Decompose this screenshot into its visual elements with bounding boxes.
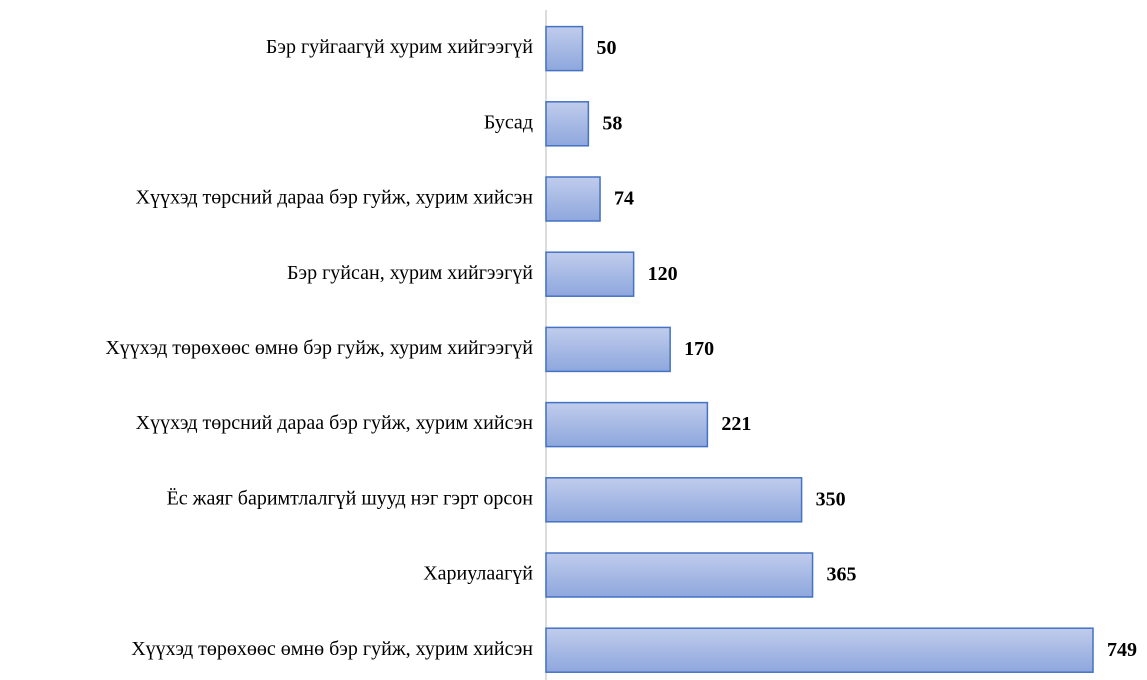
data-label: 749 bbox=[1107, 639, 1137, 661]
data-label: 365 bbox=[827, 564, 857, 586]
bar bbox=[545, 326, 671, 373]
category-label: Бусад bbox=[484, 111, 533, 133]
data-label: 170 bbox=[684, 338, 714, 360]
category-label: Бэр гуйгаагүй хурим хийгээгүй bbox=[266, 36, 533, 58]
bar bbox=[545, 401, 709, 448]
data-label: 74 bbox=[614, 188, 634, 210]
data-label: 58 bbox=[602, 112, 622, 134]
data-label: 50 bbox=[597, 37, 617, 59]
bar bbox=[545, 251, 635, 297]
category-label: Хариулаагүй bbox=[423, 563, 533, 585]
category-label: Хүүхэд төрөхөөс өмнө бэр гуйж, хурим хий… bbox=[105, 337, 533, 359]
data-label: 120 bbox=[648, 263, 678, 285]
bar bbox=[545, 176, 601, 222]
category-label: Ёс жаяг баримтлалгүй шууд нэг гэрт орсон bbox=[167, 486, 534, 509]
bar bbox=[545, 552, 814, 598]
bar bbox=[545, 477, 803, 523]
category-label: Хүүхэд төрсний дараа бэр гуйж, хурим хий… bbox=[136, 187, 534, 209]
bar bbox=[545, 101, 590, 147]
data-label: 350 bbox=[816, 488, 846, 510]
data-label: 221 bbox=[721, 413, 751, 435]
category-label: Хүүхэд төрөхөөс өмнө бэр гуйж, хурим хий… bbox=[131, 638, 533, 660]
bar bbox=[545, 627, 1094, 673]
category-label: Бэр гуйсан, хурим хийгээгүй bbox=[287, 262, 533, 284]
category-label: Хүүхэд төрсний дараа бэр гуйж, хурим хий… bbox=[136, 412, 534, 434]
bar bbox=[545, 25, 584, 72]
